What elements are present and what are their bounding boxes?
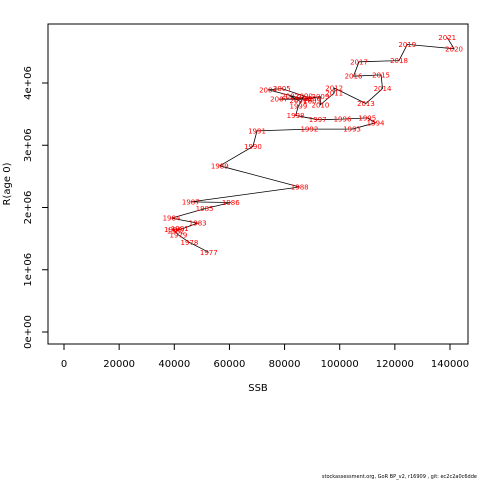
year-label-2021: 2021 xyxy=(438,34,456,42)
year-label-1984: 1984 xyxy=(163,215,181,223)
y-axis: 0e+00 1e+06 2e+06 3e+06 4e+06 xyxy=(23,66,48,349)
year-label-1996: 1996 xyxy=(334,116,352,124)
year-label-2014: 2014 xyxy=(374,85,392,93)
year-label-1981: 1981 xyxy=(171,225,189,233)
year-label-1989: 1989 xyxy=(211,162,229,170)
y-tick-label: 2e+06 xyxy=(23,191,34,225)
year-label-1990: 1990 xyxy=(244,143,262,151)
x-tick-label: 100000 xyxy=(321,359,359,370)
year-label-2003: 2003 xyxy=(303,98,321,106)
x-axis-title: SSB xyxy=(248,383,268,394)
x-tick-label: 80000 xyxy=(269,359,301,370)
year-label-2015: 2015 xyxy=(372,71,390,79)
year-label-1986: 1986 xyxy=(222,199,240,207)
y-tick-label: 4e+06 xyxy=(23,66,34,100)
year-label-1987: 1987 xyxy=(182,198,200,206)
year-label-2019: 2019 xyxy=(398,41,416,49)
y-tick-label: 1e+06 xyxy=(23,253,34,287)
y-tick-label: 0e+00 xyxy=(23,315,34,349)
y-axis-title: R(age 0) xyxy=(2,162,13,205)
footer-credit: stockassessment.org, GoR BP_v2, r16909 ,… xyxy=(321,474,477,480)
year-label-2018: 2018 xyxy=(390,57,408,65)
year-label-1998: 1998 xyxy=(287,112,305,120)
x-tick-label: 20000 xyxy=(103,359,135,370)
year-label-2009: 2009 xyxy=(311,93,329,101)
year-label-1983: 1983 xyxy=(189,220,207,228)
y-tick-label: 3e+06 xyxy=(23,128,34,162)
plot-frame xyxy=(47,23,469,345)
year-label-2005: 2005 xyxy=(273,85,291,93)
year-label-1982: 1982 xyxy=(167,228,185,236)
year-label-1992: 1992 xyxy=(300,126,318,134)
year-label-2016: 2016 xyxy=(345,73,363,81)
year-label-2020: 2020 xyxy=(445,45,463,53)
year-label-2011: 2011 xyxy=(325,90,343,98)
year-label-1980: 1980 xyxy=(164,226,182,234)
x-tick-label: 0 xyxy=(61,359,67,370)
x-tick-label: 120000 xyxy=(376,359,414,370)
year-label-2007: 2007 xyxy=(270,96,288,104)
year-label-2002: 2002 xyxy=(281,93,299,101)
year-label-2008: 2008 xyxy=(294,96,312,104)
year-label-1995: 1995 xyxy=(358,114,376,122)
year-label-1979: 1979 xyxy=(169,231,187,239)
year-label-1999: 1999 xyxy=(289,103,307,111)
year-label-2004: 2004 xyxy=(259,86,277,94)
recruitment-trajectory-line xyxy=(171,37,455,253)
x-tick-label: 140000 xyxy=(431,359,469,370)
x-axis: 0 20000 40000 60000 80000 100000 120000 140000 xyxy=(61,344,469,370)
year-label-1977: 1977 xyxy=(200,249,218,257)
year-label-2012: 2012 xyxy=(325,85,343,93)
year-label-2010: 2010 xyxy=(311,101,329,109)
year-label-2001: 2001 xyxy=(289,97,307,105)
year-label-2017: 2017 xyxy=(350,58,368,66)
year-label-1978: 1978 xyxy=(180,239,198,247)
year-label-1991: 1991 xyxy=(248,127,266,135)
year-label-1993: 1993 xyxy=(343,126,361,134)
year-label-2000: 2000 xyxy=(295,93,313,101)
x-tick-label: 40000 xyxy=(158,359,190,370)
year-label-1988: 1988 xyxy=(291,184,309,192)
year-label-1997: 1997 xyxy=(309,116,327,124)
year-label-2006: 2006 xyxy=(303,95,321,103)
year-label-1985: 1985 xyxy=(196,205,214,213)
x-tick-label: 60000 xyxy=(214,359,246,370)
year-label-1994: 1994 xyxy=(367,119,385,127)
year-label-2013: 2013 xyxy=(357,100,375,108)
